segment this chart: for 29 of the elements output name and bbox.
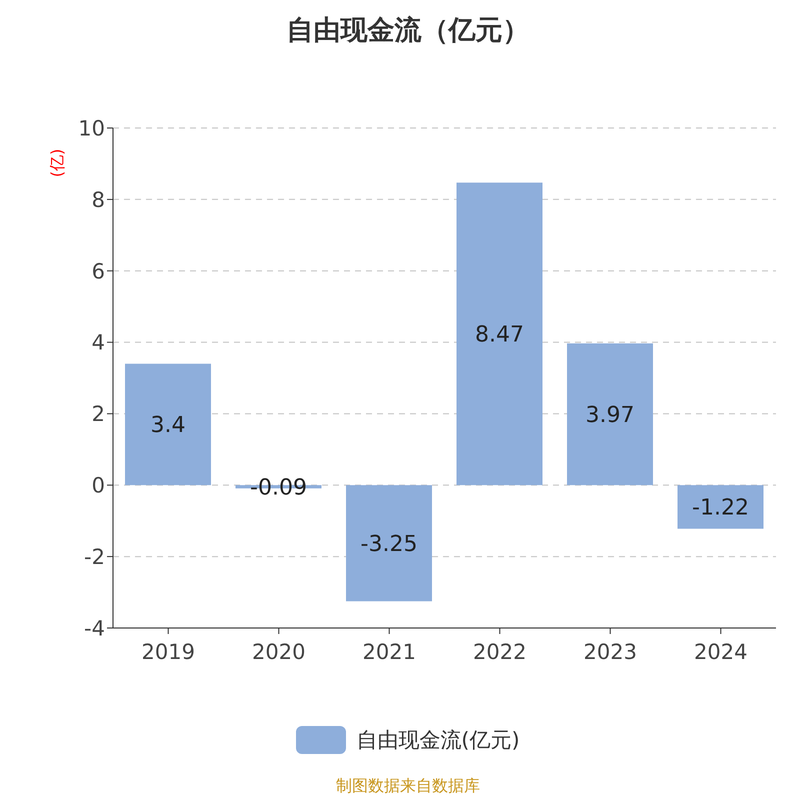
x-tick-label: 2020: [252, 640, 306, 664]
bar: [125, 364, 211, 486]
data-label: 8.47: [475, 322, 524, 348]
y-tick-label: -4: [84, 616, 105, 640]
bar: [678, 485, 764, 529]
x-tick-label: 2019: [142, 640, 195, 664]
chart-title: 自由现金流（亿元）: [286, 14, 530, 48]
y-tick-label: 8: [92, 188, 105, 212]
x-tick-label: 2021: [362, 640, 416, 664]
data-label: -1.22: [692, 496, 749, 521]
data-label: -0.09: [250, 476, 307, 501]
x-tick-label: 2023: [584, 640, 637, 664]
y-tick-label: -2: [84, 545, 105, 570]
data-label: 3.97: [586, 403, 634, 428]
bar: [346, 485, 432, 602]
y-axis-title: (亿): [48, 148, 68, 178]
bar: [456, 182, 542, 486]
data-label: -3.25: [360, 532, 418, 557]
y-tick-label: 0: [92, 474, 105, 498]
y-tick-label: 2: [92, 402, 105, 426]
data-label: 3.4: [150, 413, 186, 438]
x-tick-label: 2022: [473, 640, 526, 664]
x-tick-label: 2024: [694, 640, 748, 664]
legend-label: 自由现金流(亿元): [356, 727, 520, 754]
bar: [567, 343, 653, 486]
y-tick-label: 10: [78, 116, 105, 140]
y-tick-label: 6: [92, 259, 105, 284]
text: 制图数据来自数据库: [335, 776, 481, 797]
y-tick-label: 4: [92, 330, 105, 355]
